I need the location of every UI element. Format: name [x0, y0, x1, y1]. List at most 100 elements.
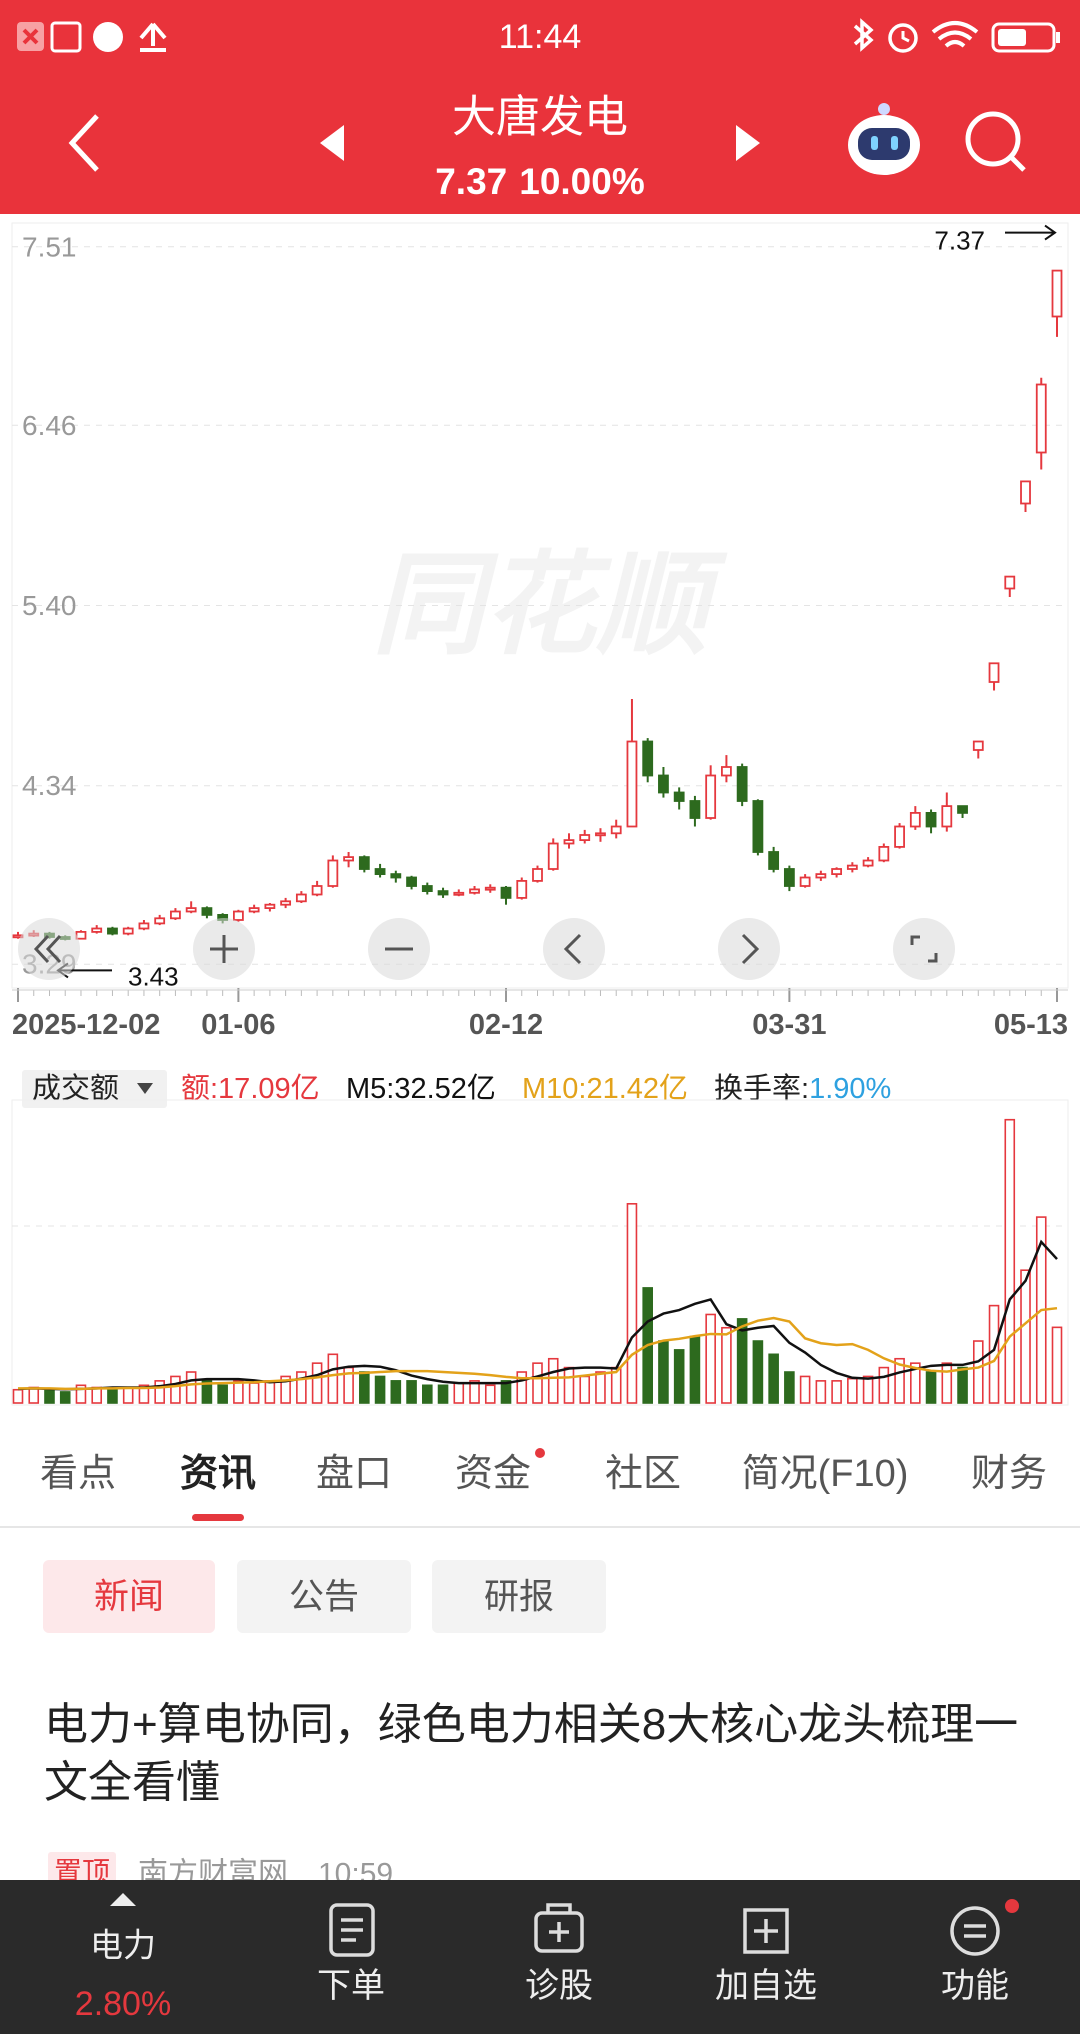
robot-eye [871, 136, 878, 150]
candle-body [484, 886, 496, 891]
battery-icon [991, 22, 1056, 53]
y-tick-label: 5.40 [22, 590, 77, 621]
bottom-nav [0, 1880, 1080, 2034]
volume-bar [941, 1362, 953, 1404]
volume-bar [815, 1380, 827, 1404]
x-tick-label: 2025-12-02 [12, 1009, 160, 1041]
tab[interactable]: 简况(F10) [742, 1453, 909, 1495]
volume-bar [437, 1384, 449, 1404]
candle-body [437, 890, 449, 896]
volume-layer [12, 1118, 1068, 1404]
status-icon [139, 22, 167, 52]
robot-eye [891, 136, 898, 150]
icon [563, 933, 582, 965]
volume-bar [75, 1384, 87, 1404]
bluetooth-icon [853, 18, 874, 52]
candle-body [532, 868, 543, 882]
order-icon [329, 1903, 375, 1957]
candle-body [248, 907, 260, 913]
status-icon [93, 22, 123, 52]
sub-tab: 新闻 [94, 1578, 164, 1617]
volume-bar [311, 1362, 323, 1404]
tab[interactable]: 看点 [40, 1453, 116, 1495]
candle-body [232, 910, 244, 921]
volume-bar [516, 1371, 528, 1404]
tab[interactable]: 财务 [971, 1453, 1047, 1495]
candle-body [358, 856, 370, 870]
volume-bar [359, 1371, 370, 1404]
candle-body [406, 876, 417, 887]
candle-body [264, 903, 276, 910]
price-layer: 7.516.465.404.343.297.373.432025-12-0201… [12, 224, 1068, 1041]
volume-bar [91, 1386, 103, 1404]
volume-bar [547, 1357, 559, 1404]
tab[interactable]: 资讯 [180, 1453, 256, 1495]
volume-bar [972, 1340, 984, 1404]
volume-bar [170, 1375, 181, 1404]
prev-stock[interactable] [320, 125, 344, 161]
volume-bar [878, 1366, 890, 1404]
candle-body [705, 774, 717, 819]
volume-bar [296, 1371, 307, 1404]
tab[interactable]: 社区 [605, 1453, 681, 1495]
candle-body [658, 774, 669, 794]
volume-bar [201, 1380, 213, 1404]
news-title[interactable]: 电力+算电协同，绿色电力相关8大核心龙头梳理一文全看懂 [44, 1700, 1019, 1807]
nav-item[interactable]: 加自选 [715, 1967, 817, 2005]
sub-tab-bg[interactable] [43, 1560, 215, 1633]
notice-dot [1005, 1899, 1019, 1913]
robot-face [858, 128, 910, 160]
prev-button[interactable] [543, 918, 605, 980]
nav-item[interactable]: 下单 [317, 1967, 385, 2005]
back-button[interactable] [68, 114, 99, 172]
next-button[interactable] [718, 918, 780, 980]
volume-bar [799, 1375, 811, 1404]
nav-item[interactable]: 诊股 [525, 1967, 593, 2005]
diagnose-icon [534, 1911, 584, 1953]
search-button[interactable] [965, 111, 1021, 167]
volume-bar [185, 1371, 197, 1404]
dropdown-arrow [137, 1083, 153, 1094]
stock-name: 大唐发电 [452, 93, 628, 142]
candle-body [374, 868, 386, 875]
volume-bar [784, 1371, 795, 1404]
candle-body [689, 800, 701, 819]
candle-body [122, 927, 134, 935]
alarm-icon [901, 31, 910, 43]
volume-bar [752, 1340, 764, 1404]
battery-tip [1056, 32, 1060, 43]
candle-body [736, 766, 748, 802]
candle-body [469, 888, 480, 894]
ma-line [17, 1239, 1058, 1391]
sub-tab-bg[interactable] [432, 1560, 606, 1633]
candle-body [547, 842, 559, 870]
volume-bar [107, 1388, 118, 1404]
sector-name[interactable]: 电力 [90, 1927, 156, 1964]
sub-tab: 公告 [289, 1578, 359, 1617]
next-stock[interactable] [736, 125, 760, 161]
volume-bar [280, 1375, 291, 1404]
fullscreen-button[interactable] [893, 918, 955, 980]
tab[interactable]: 资金 [455, 1453, 531, 1495]
volume-bar [390, 1380, 402, 1404]
volume-bar [327, 1353, 339, 1404]
candle-body [154, 917, 166, 925]
robot-icon[interactable] [848, 103, 920, 175]
low-marker-label: 3.43 [128, 961, 179, 991]
volume-bar [1020, 1269, 1031, 1404]
status-icon [50, 21, 82, 53]
volume-bar [673, 1349, 685, 1404]
candle-body [579, 834, 591, 841]
candle-body [610, 825, 622, 835]
candle-body [909, 812, 921, 828]
tab[interactable]: 盘口 [316, 1453, 392, 1495]
nav-item[interactable]: 功能 [941, 1967, 1009, 2005]
candle-body [516, 880, 528, 899]
candle-body [815, 873, 827, 879]
volume-selector[interactable] [22, 1070, 167, 1108]
candle-body [673, 791, 685, 802]
volume-bar [847, 1377, 858, 1404]
y-tick-label: 4.34 [22, 770, 77, 801]
sub-tab-bg[interactable] [237, 1560, 411, 1633]
x-tick-label: 05-13 [994, 1009, 1068, 1041]
